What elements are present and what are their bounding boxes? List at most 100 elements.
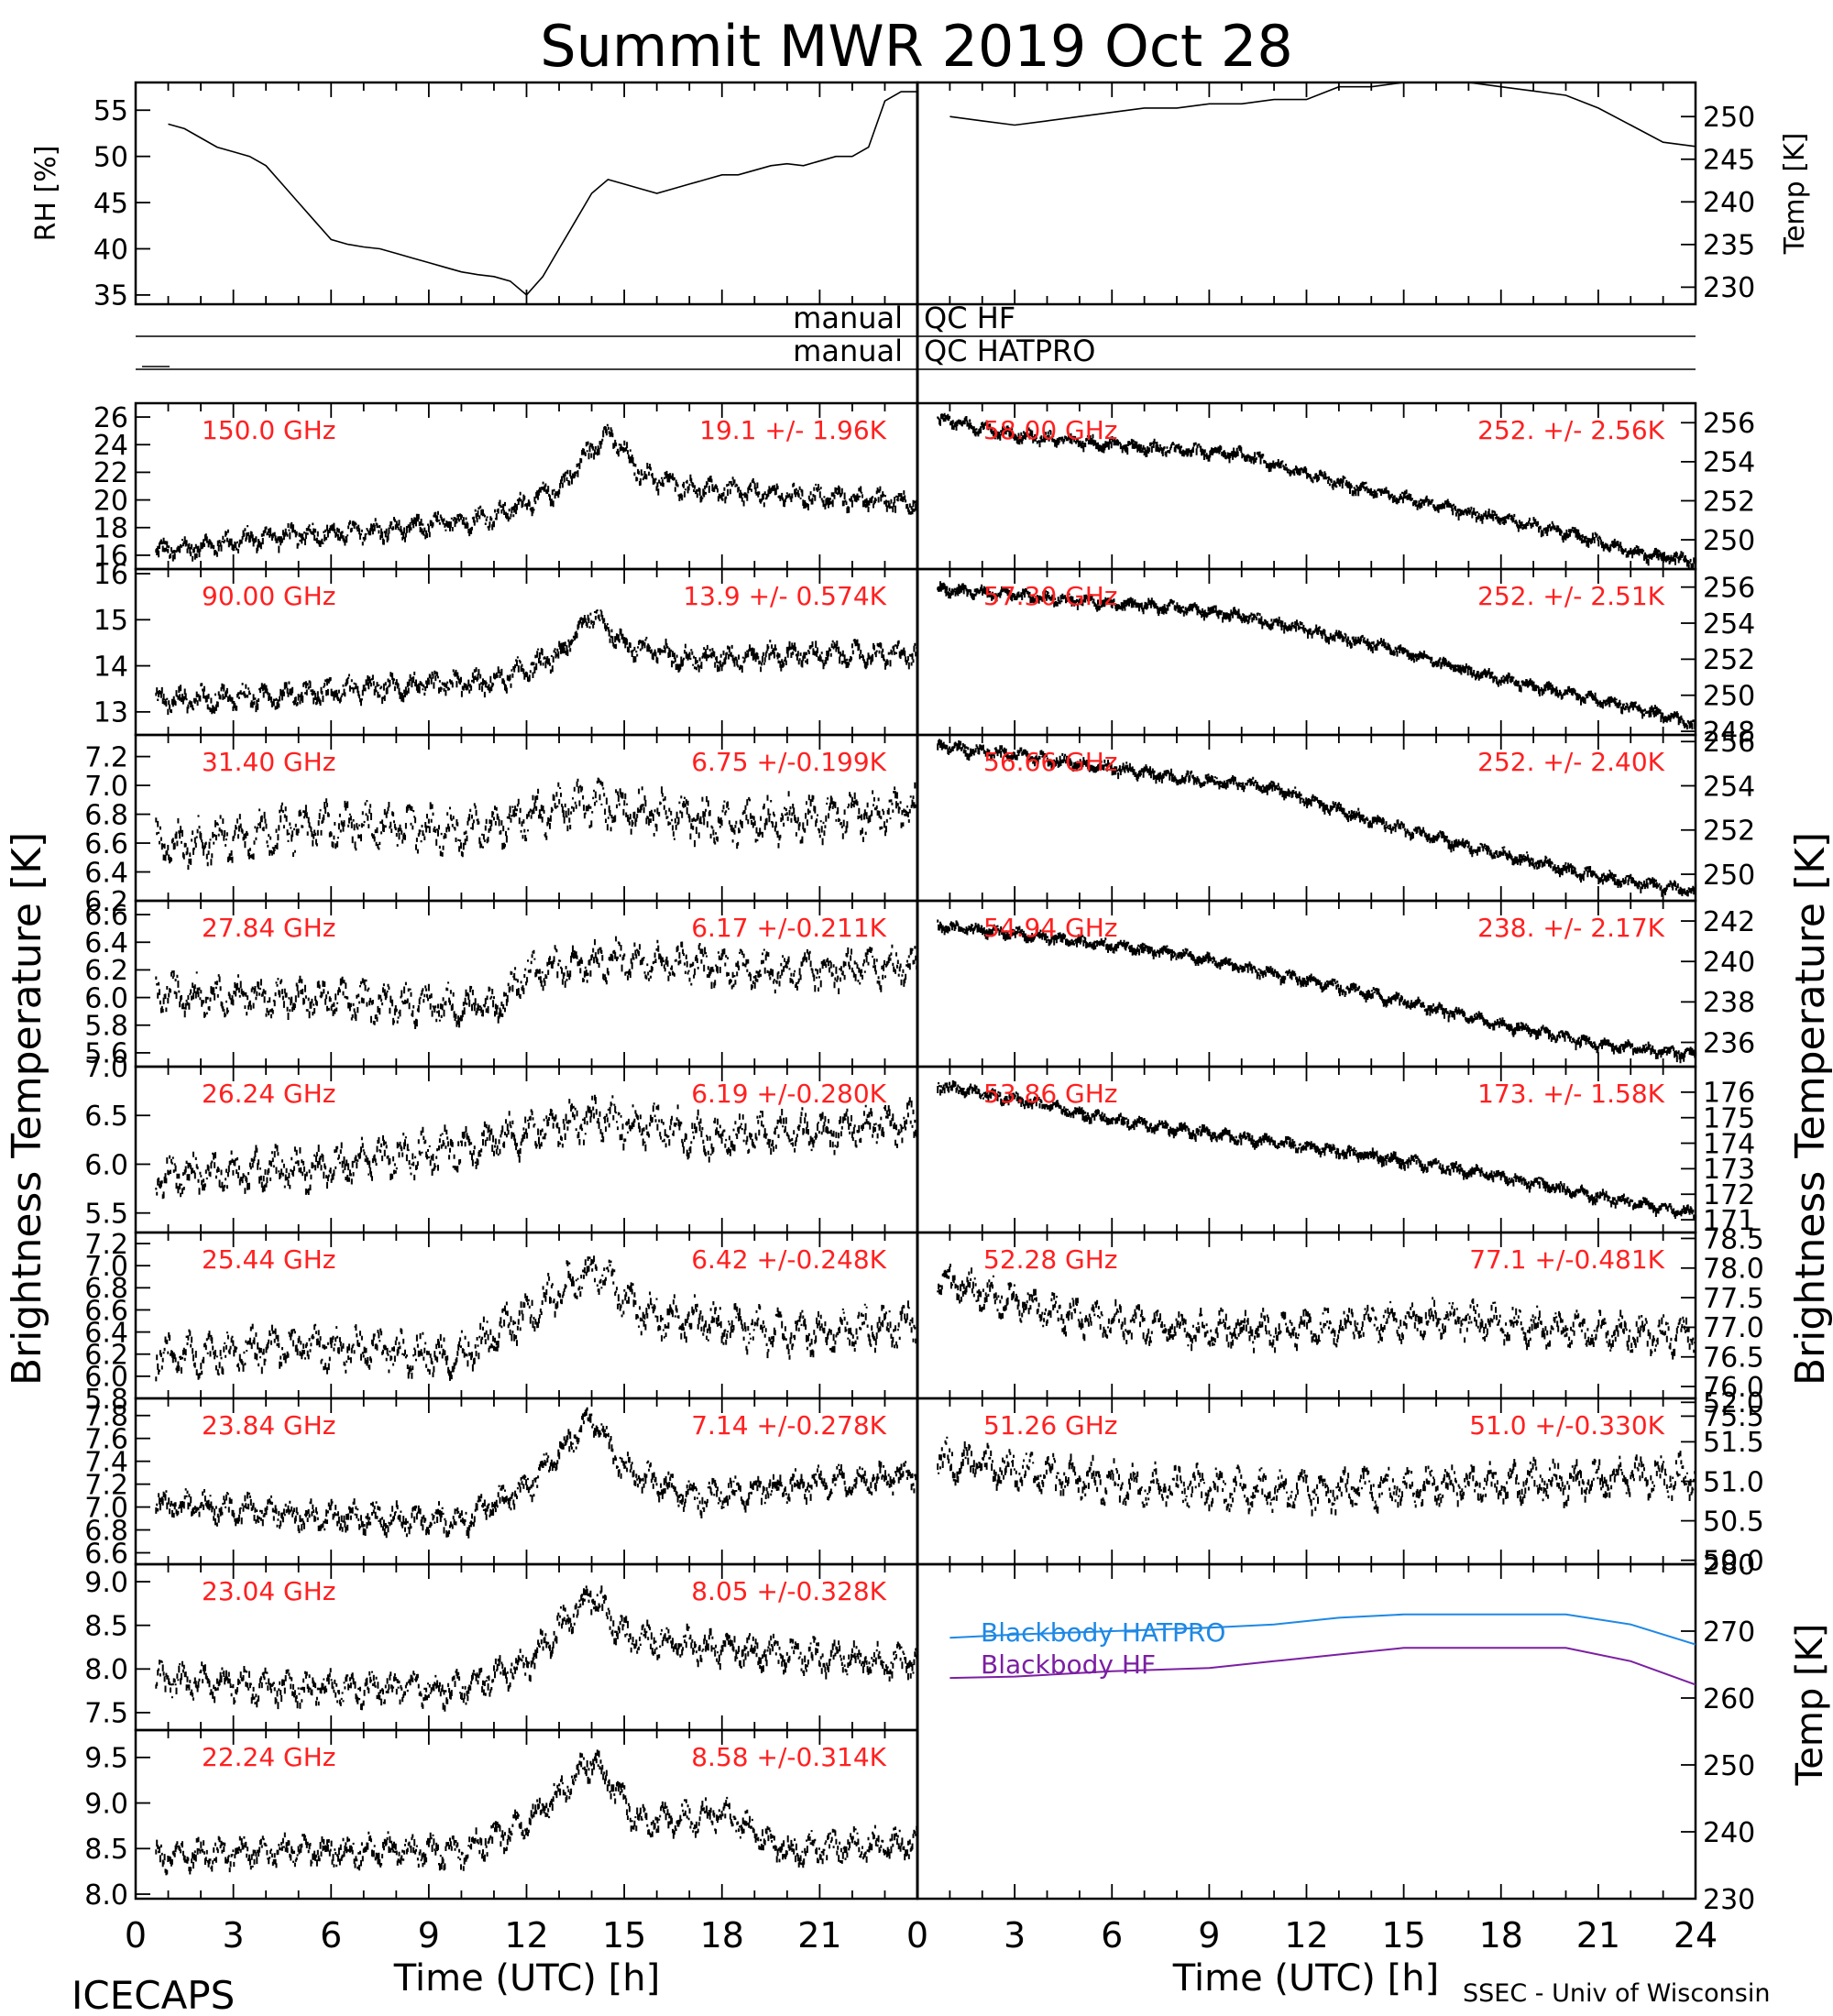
ch150-tick-label: 26 (93, 402, 128, 434)
ch26-tick-label: 6.0 (84, 1149, 128, 1181)
blackbody-series-1 (949, 1647, 1696, 1686)
blackbody-series-label-1: Blackbody HF (981, 1649, 1156, 1680)
ch54-panel-x-ticks (916, 901, 1696, 1067)
ch150-tick-label: 22 (93, 457, 128, 489)
ch22-freq-label: 22.24 GHz (202, 1742, 336, 1772)
ch56-tick-label: 250 (1703, 860, 1755, 892)
ch23_0-tick-label: 8.5 (84, 1610, 128, 1642)
ch25-tick-label: 6.6 (84, 1295, 128, 1327)
ch51-tick-label: 51.0 (1703, 1466, 1764, 1498)
ch52-data-points (937, 1264, 1697, 1360)
ch25-tick-label: 6.0 (84, 1362, 128, 1394)
ch27-data-points (155, 936, 919, 1029)
ch58-tick-label: 256 (1703, 408, 1755, 440)
x-axis-label-left: Time (UTC) [h] (393, 1957, 660, 2000)
ch23_8-stat-label: 7.14 +/-0.278K (691, 1410, 886, 1441)
ch53-panel-x-ticks (916, 1067, 1696, 1233)
ch150-tick-label: 18 (93, 513, 128, 545)
ch57-tick-label: 256 (1703, 572, 1755, 604)
x-tick-label-left: 15 (602, 1915, 646, 1956)
ch51-panel-x-ticks (916, 1398, 1696, 1564)
x-tick-label-right: 24 (1674, 1915, 1718, 1956)
ch52-tick-label: 77.5 (1703, 1283, 1764, 1315)
ch52-tick-label: 76.0 (1703, 1372, 1764, 1404)
ch25-tick-label: 6.4 (84, 1317, 128, 1349)
temp-panel (916, 81, 1697, 306)
ch26-stat-label: 6.19 +/-0.280K (691, 1079, 886, 1109)
ch23_0-tick-label: 8.0 (84, 1654, 128, 1686)
ch90-y-ticks: 13 14 15 16 (93, 559, 150, 729)
ch26-y-ticks: 5.5 6.0 6.5 7.0 (84, 1052, 150, 1231)
ch52-y-ticks: 75.576.076.577.077.578.078.5 (1681, 1223, 1764, 1433)
ch26-freq-label: 26.24 GHz (202, 1079, 336, 1109)
blackbody-tick-label: 270 (1703, 1616, 1755, 1649)
ch57-data-points (937, 581, 1697, 730)
temp-tick-label: 240 (1703, 187, 1755, 219)
ch52-tick-label: 77.0 (1703, 1312, 1764, 1344)
x-tick-label-right: 0 (906, 1915, 928, 1956)
ch23_8-tick-label: 7.4 (84, 1446, 128, 1478)
ch53-tick-label: 173 (1703, 1154, 1755, 1186)
ch54-y-ticks: 236 238 240 242 (1681, 906, 1755, 1059)
rh-y-ticks: 35 40 45 50 55 (93, 95, 150, 312)
footer-ssec: SSEC - Univ of Wisconsin (1463, 1979, 1770, 2008)
ch31-tick-label: 7.2 (84, 741, 128, 773)
x-tick-label-right: 6 (1101, 1915, 1123, 1956)
ch27-stat-label: 6.17 +/-0.211K (691, 913, 886, 943)
x-tick-label-left: 12 (504, 1915, 548, 1956)
ch23_0-data-points (155, 1585, 919, 1712)
ch52-freq-label: 52.28 GHz (983, 1244, 1118, 1275)
ch23_0-freq-label: 23.04 GHz (202, 1576, 336, 1606)
ch27-tick-label: 5.8 (84, 1011, 128, 1043)
ch58-tick-label: 250 (1703, 525, 1755, 557)
qc-hf-manual: manual (793, 301, 903, 335)
ch31-stat-label: 6.75 +/-0.199K (691, 747, 886, 777)
ch57-tick-label: 248 (1703, 717, 1755, 749)
ch23_8-tick-label: 6.6 (84, 1538, 128, 1570)
qc-hatpro-manual: manual (793, 334, 903, 368)
ch51-stat-label: 51.0 +/-0.330K (1469, 1410, 1664, 1441)
x-tick-label-right: 21 (1576, 1915, 1620, 1956)
ch31-tick-label: 7.0 (84, 771, 128, 803)
ch58-tick-label: 252 (1703, 486, 1755, 518)
ch57-panel-x-ticks (916, 569, 1696, 735)
x-axis-label-right: Time (UTC) [h] (1172, 1957, 1439, 2000)
ch56-freq-label: 56.66 GHz (983, 747, 1118, 777)
ch23_0-y-ticks: 7.5 8.0 8.5 9.0 (84, 1567, 150, 1730)
ch57-stat-label: 252. +/- 2.51K (1477, 581, 1664, 611)
ch27-panel-x-ticks (135, 901, 918, 1067)
ch57-tick-label: 250 (1703, 681, 1755, 713)
blackbody-series-0 (949, 1613, 1696, 1646)
ch25-tick-label: 7.0 (84, 1251, 128, 1283)
blackbody-tick-label: 240 (1703, 1817, 1755, 1849)
ch56-stat-label: 252. +/- 2.40K (1477, 747, 1664, 777)
x-tick-label-right: 18 (1479, 1915, 1523, 1956)
ch56-data-points (937, 739, 1697, 897)
ch23_8-tick-label: 7.8 (84, 1401, 128, 1433)
ch23_8-data-points (155, 1407, 919, 1539)
ch23_8-tick-label: 7.6 (84, 1423, 128, 1455)
ch150-panel-x-ticks (135, 403, 918, 569)
ch26-tick-label: 7.0 (84, 1052, 128, 1084)
ch150-tick-label: 16 (93, 541, 128, 573)
ch58-data-points (937, 412, 1697, 570)
ch56-y-ticks: 250 252 254 256 (1681, 727, 1755, 892)
left-side-label: Brightness Temperature [K] (4, 832, 50, 1386)
ch27-tick-label: 6.2 (84, 955, 128, 987)
ch26-tick-label: 5.5 (84, 1199, 128, 1231)
x-tick-label-left: 0 (125, 1915, 147, 1956)
ch23_0-panel-x-ticks (135, 1564, 918, 1730)
ch54-stat-label: 238. +/- 2.17K (1477, 913, 1664, 943)
ch25-stat-label: 6.42 +/-0.248K (691, 1244, 886, 1275)
ch51-freq-label: 51.26 GHz (983, 1410, 1118, 1441)
ch53-tick-label: 175 (1703, 1102, 1755, 1134)
ch22-tick-label: 9.5 (84, 1743, 128, 1775)
blackbody-panel (916, 1562, 1697, 1901)
ch22-tick-label: 8.0 (84, 1879, 128, 1912)
ch22-y-ticks: 8.0 8.5 9.0 9.5 (84, 1743, 150, 1912)
ch22-data-points (155, 1749, 919, 1876)
ch56-tick-label: 256 (1703, 727, 1755, 759)
page-title: Summit MWR 2019 Oct 28 (540, 13, 1293, 80)
